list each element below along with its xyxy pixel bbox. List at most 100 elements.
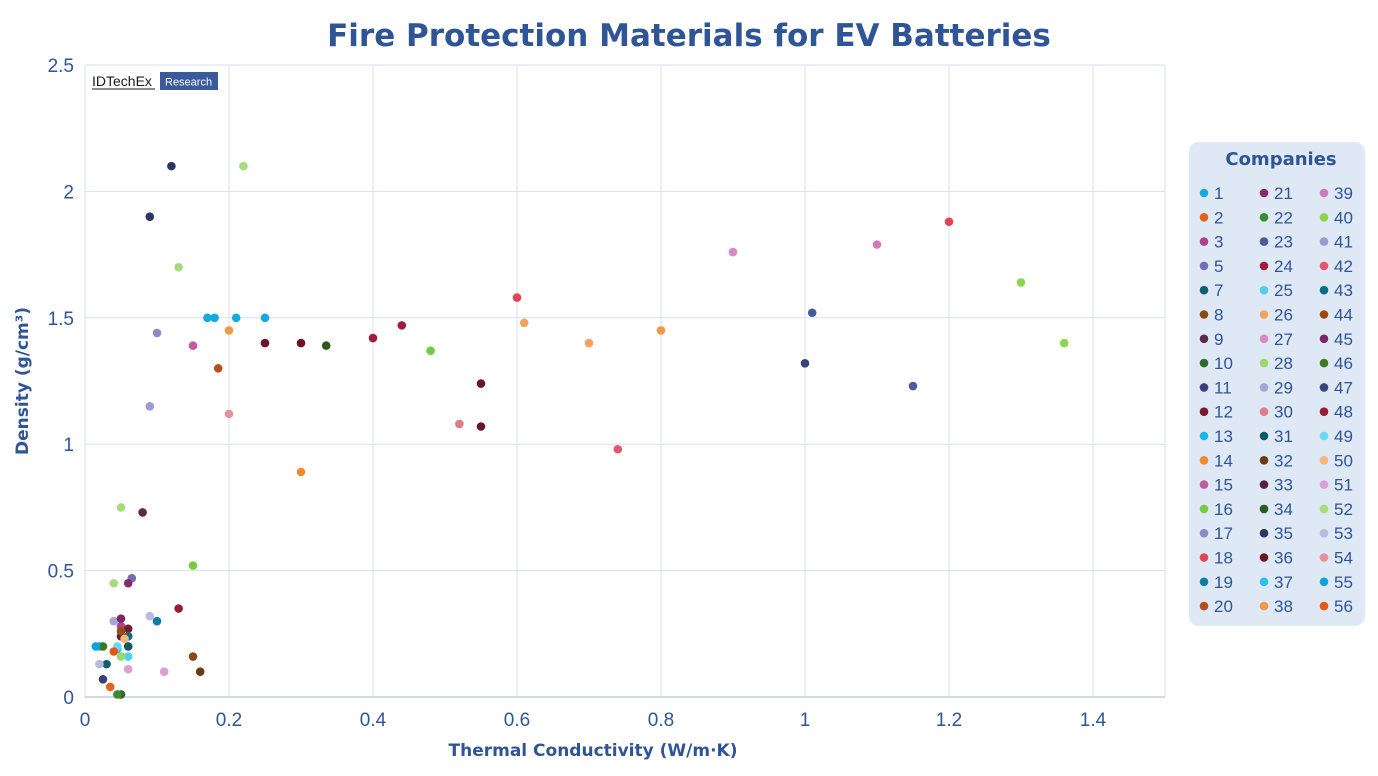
legend-label-28: 28 [1274, 354, 1293, 373]
legend-marker-3 [1199, 237, 1209, 246]
data-point-company-22 [113, 690, 122, 699]
data-point-company-39 [872, 240, 882, 249]
data-point-company-16 [426, 346, 435, 355]
legend-label-10: 10 [1214, 354, 1233, 373]
legend-marker-13 [1199, 431, 1209, 441]
legend-label-38: 38 [1274, 597, 1293, 616]
legend-label-44: 44 [1334, 306, 1353, 325]
legend-marker-37 [1259, 577, 1269, 587]
y-axis-label: Density (g/cm³) [13, 307, 33, 455]
data-point-company-53 [95, 659, 104, 669]
legend-marker-56 [1319, 601, 1329, 611]
legend-label-53: 53 [1334, 524, 1353, 543]
idtechex-logo: IDTechEx Research [92, 72, 218, 90]
legend-title: Companies [1225, 149, 1336, 170]
chart-title: Fire Protection Materials for EV Batteri… [327, 18, 1051, 54]
data-point-company-20 [213, 364, 223, 373]
legend-label-34: 34 [1274, 500, 1293, 519]
legend-label-15: 15 [1214, 476, 1233, 495]
legend-marker-14 [1199, 456, 1209, 465]
grid-lines [84, 64, 1166, 698]
legend-marker-25 [1259, 285, 1269, 295]
data-point-company-47 [800, 359, 810, 368]
x-tick-label: 0.4 [360, 710, 387, 731]
x-tick-label: 1 [800, 710, 811, 731]
data-point-company-36 [260, 338, 270, 348]
y-tick-label: 2.5 [48, 56, 74, 77]
legend-marker-10 [1199, 358, 1209, 368]
data-point-company-14 [296, 467, 306, 477]
data-point-company-31 [123, 642, 133, 651]
legend-marker-19 [1199, 577, 1209, 587]
legend-marker-11 [1199, 383, 1209, 392]
legend-marker-34 [1259, 504, 1269, 514]
data-point-company-52 [116, 503, 126, 512]
legend-label-42: 42 [1334, 257, 1353, 276]
legend-label-25: 25 [1274, 281, 1293, 300]
data-points [91, 161, 1069, 699]
legend-label-43: 43 [1334, 281, 1353, 300]
y-tick-label: 0 [63, 688, 74, 709]
legend-label-9: 9 [1214, 330, 1223, 349]
legend-label-41: 41 [1334, 233, 1353, 252]
legend-marker-41 [1319, 237, 1329, 246]
legend-label-55: 55 [1334, 573, 1353, 592]
legend-label-21: 21 [1274, 184, 1293, 203]
data-point-company-2 [105, 682, 115, 692]
legend-label-39: 39 [1334, 184, 1353, 203]
data-point-company-19 [152, 616, 162, 626]
legend-label-24: 24 [1274, 257, 1293, 276]
data-point-company-55 [91, 642, 101, 651]
legend-marker-35 [1259, 528, 1269, 538]
legend-marker-17 [1199, 528, 1209, 538]
y-axis-ticks: 0 0.5 1 1.5 2 2.5 [48, 56, 74, 709]
legend-marker-42 [1319, 261, 1329, 271]
legend-marker-48 [1319, 407, 1329, 417]
y-tick-label: 1 [63, 435, 74, 456]
data-point-company-24 [397, 321, 407, 330]
legend-marker-7 [1199, 285, 1209, 295]
legend-marker-18 [1199, 553, 1209, 562]
legend-label-31: 31 [1274, 427, 1293, 446]
data-point-company-52 [109, 578, 119, 588]
data-point-company-52 [174, 262, 183, 272]
data-point-company-40 [1059, 338, 1069, 348]
data-point-company-17 [152, 328, 162, 338]
legend-marker-5 [1199, 261, 1209, 271]
logo-brand: IDTechEx [92, 73, 152, 89]
data-point-company-18 [944, 217, 954, 227]
legend-marker-31 [1259, 431, 1269, 441]
legend-marker-30 [1259, 407, 1269, 417]
logo-badge [160, 72, 218, 90]
data-point-company-15 [188, 341, 198, 350]
legend-label-54: 54 [1334, 549, 1353, 568]
legend-label-22: 22 [1274, 208, 1293, 227]
logo-badge-text: Research [165, 77, 212, 89]
legend-label-17: 17 [1214, 524, 1233, 543]
data-point-company-11 [98, 675, 108, 684]
legend-label-37: 37 [1274, 573, 1293, 592]
x-tick-label: 1.2 [936, 710, 962, 731]
legend-label-1: 1 [1214, 184, 1223, 203]
data-point-company-1 [231, 313, 241, 323]
legend-marker-43 [1319, 285, 1329, 295]
legend-label-19: 19 [1214, 573, 1233, 592]
legend-marker-29 [1259, 383, 1269, 392]
legend-marker-32 [1259, 456, 1269, 465]
legend-marker-21 [1259, 188, 1269, 198]
legend-marker-53 [1319, 528, 1329, 538]
legend-marker-23 [1259, 237, 1269, 246]
legend-label-48: 48 [1334, 403, 1353, 422]
data-point-company-24 [368, 333, 378, 343]
data-point-company-9 [138, 508, 147, 517]
legend-label-13: 13 [1214, 427, 1233, 446]
x-tick-label: 0 [80, 710, 91, 731]
legend-marker-16 [1199, 504, 1209, 514]
legend-label-51: 51 [1334, 476, 1353, 495]
data-point-company-38 [224, 326, 234, 335]
x-tick-label: 0.8 [648, 710, 674, 731]
x-axis-label: Thermal Conductivity (W/m·K) [449, 741, 738, 761]
legend-marker-55 [1319, 577, 1329, 587]
data-point-company-21 [123, 578, 133, 588]
